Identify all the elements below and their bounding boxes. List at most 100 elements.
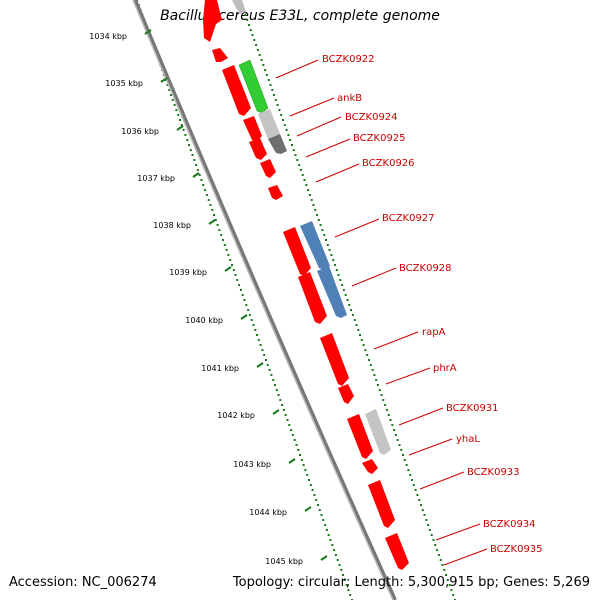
guide-dot xyxy=(278,109,281,111)
guide-dot xyxy=(387,414,390,416)
gene-label[interactable]: BCZK0922 xyxy=(322,54,375,65)
gene-feature[interactable] xyxy=(260,159,276,178)
guide-dot xyxy=(377,384,379,386)
guide-dot xyxy=(295,444,298,446)
guide-dot xyxy=(416,494,419,496)
guide-dot xyxy=(175,109,178,111)
gene-label[interactable]: BCZK0925 xyxy=(353,133,406,144)
guide-dot xyxy=(393,429,396,431)
guide-dot xyxy=(446,579,449,581)
guide-dot xyxy=(287,134,290,136)
callout-line xyxy=(296,116,342,137)
guide-dot xyxy=(342,289,345,291)
guide-dot xyxy=(231,264,233,266)
guide-dot xyxy=(251,34,254,36)
gene-label[interactable]: BCZK0926 xyxy=(362,158,415,169)
guide-dot xyxy=(255,44,258,46)
guide-dot xyxy=(391,424,394,426)
callout-line xyxy=(334,218,380,238)
guide-dot xyxy=(302,464,305,466)
gene-label[interactable]: ankB xyxy=(337,93,362,104)
guide-dot xyxy=(414,489,417,491)
gene-feature[interactable] xyxy=(283,227,311,276)
guide-dot xyxy=(188,144,190,146)
gene-label[interactable]: BCZK0927 xyxy=(382,213,435,224)
guide-dot xyxy=(258,54,261,56)
guide-dot xyxy=(223,244,226,246)
gene-label[interactable]: BCZK0931 xyxy=(446,403,499,414)
guide-dot xyxy=(200,179,203,181)
gene-feature[interactable] xyxy=(249,138,267,160)
ruler-label: 1037 kbp xyxy=(137,174,175,183)
guide-dot xyxy=(323,234,326,236)
gene-label[interactable]: phrA xyxy=(433,363,457,374)
ruler-labels: 1034 kbp 1035 kbp 1036 kbp 1037 kbp 1038… xyxy=(89,32,303,566)
gene-feature[interactable] xyxy=(268,134,287,154)
gene-feature[interactable] xyxy=(368,480,395,528)
ruler-label: 1040 kbp xyxy=(185,316,223,325)
gene-feature-ankB[interactable] xyxy=(238,59,269,114)
accession-text: Accession: NC_006274 xyxy=(9,575,157,590)
gene-feature[interactable] xyxy=(268,185,283,200)
callout-line xyxy=(275,59,319,79)
gene-labels: BCZK0922 ankB BCZK0924 BCZK0925 BCZK0926… xyxy=(322,54,543,555)
guide-dot xyxy=(332,259,335,261)
guide-dot xyxy=(168,89,171,91)
gene-feature[interactable] xyxy=(243,116,262,142)
guide-dot xyxy=(277,394,280,396)
gene-feature-BCZK0922[interactable] xyxy=(222,65,251,116)
guide-dot xyxy=(274,99,277,101)
guide-dot xyxy=(241,294,244,296)
guide-dot xyxy=(344,294,347,296)
gene-feature[interactable] xyxy=(212,48,228,62)
callout-line xyxy=(351,267,397,287)
gene-feature[interactable] xyxy=(298,272,327,324)
guide-dot xyxy=(337,274,340,276)
guide-dot xyxy=(432,539,435,541)
guide-dot xyxy=(319,224,322,226)
gene-feature[interactable] xyxy=(338,384,354,404)
gene-label[interactable]: rapA xyxy=(422,327,446,338)
gene-feature[interactable] xyxy=(320,333,349,386)
guide-dot xyxy=(335,269,338,271)
guide-dot xyxy=(314,209,317,211)
guide-dot xyxy=(403,459,406,461)
gene-label[interactable]: BCZK0924 xyxy=(345,112,398,123)
gene-feature[interactable] xyxy=(347,414,373,459)
gene-feature[interactable] xyxy=(203,0,222,42)
guide-dot xyxy=(225,249,228,251)
gene-label[interactable]: BCZK0928 xyxy=(399,263,452,274)
guide-dot xyxy=(380,394,383,396)
gene-feature[interactable] xyxy=(365,409,391,455)
guide-dot xyxy=(309,484,312,486)
gene-feature[interactable] xyxy=(300,221,330,270)
guide-dot xyxy=(262,64,265,66)
guide-dot xyxy=(218,229,221,231)
ruler-tick xyxy=(288,458,296,464)
guide-dot xyxy=(434,544,437,546)
ruler-label: 1034 kbp xyxy=(89,32,127,41)
guide-dot xyxy=(396,439,399,441)
outer-guide-line xyxy=(239,0,456,600)
guide-dot xyxy=(371,369,374,371)
guide-dot xyxy=(211,209,214,211)
guide-dot xyxy=(180,124,183,126)
gene-feature[interactable] xyxy=(232,0,246,14)
gene-label[interactable]: yhaL xyxy=(456,434,480,445)
guide-dot xyxy=(300,459,303,461)
guide-dot xyxy=(238,284,241,286)
genome-stats-text: Topology: circular; Length: 5,300,915 bp… xyxy=(232,575,590,590)
gene-label[interactable]: BCZK0935 xyxy=(490,544,543,555)
gene-label[interactable]: BCZK0933 xyxy=(467,467,520,478)
gene-feature[interactable] xyxy=(317,266,347,318)
gene-label[interactable]: BCZK0934 xyxy=(483,519,536,530)
gene-feature[interactable] xyxy=(385,533,409,570)
gene-feature[interactable] xyxy=(362,459,378,474)
guide-dot xyxy=(362,344,365,346)
guide-dot xyxy=(373,374,376,376)
gene-feature[interactable] xyxy=(258,109,280,139)
ruler-major-ticks xyxy=(144,29,328,561)
guide-dot xyxy=(394,434,397,436)
guide-dot xyxy=(252,324,255,326)
guide-dot xyxy=(182,129,185,131)
